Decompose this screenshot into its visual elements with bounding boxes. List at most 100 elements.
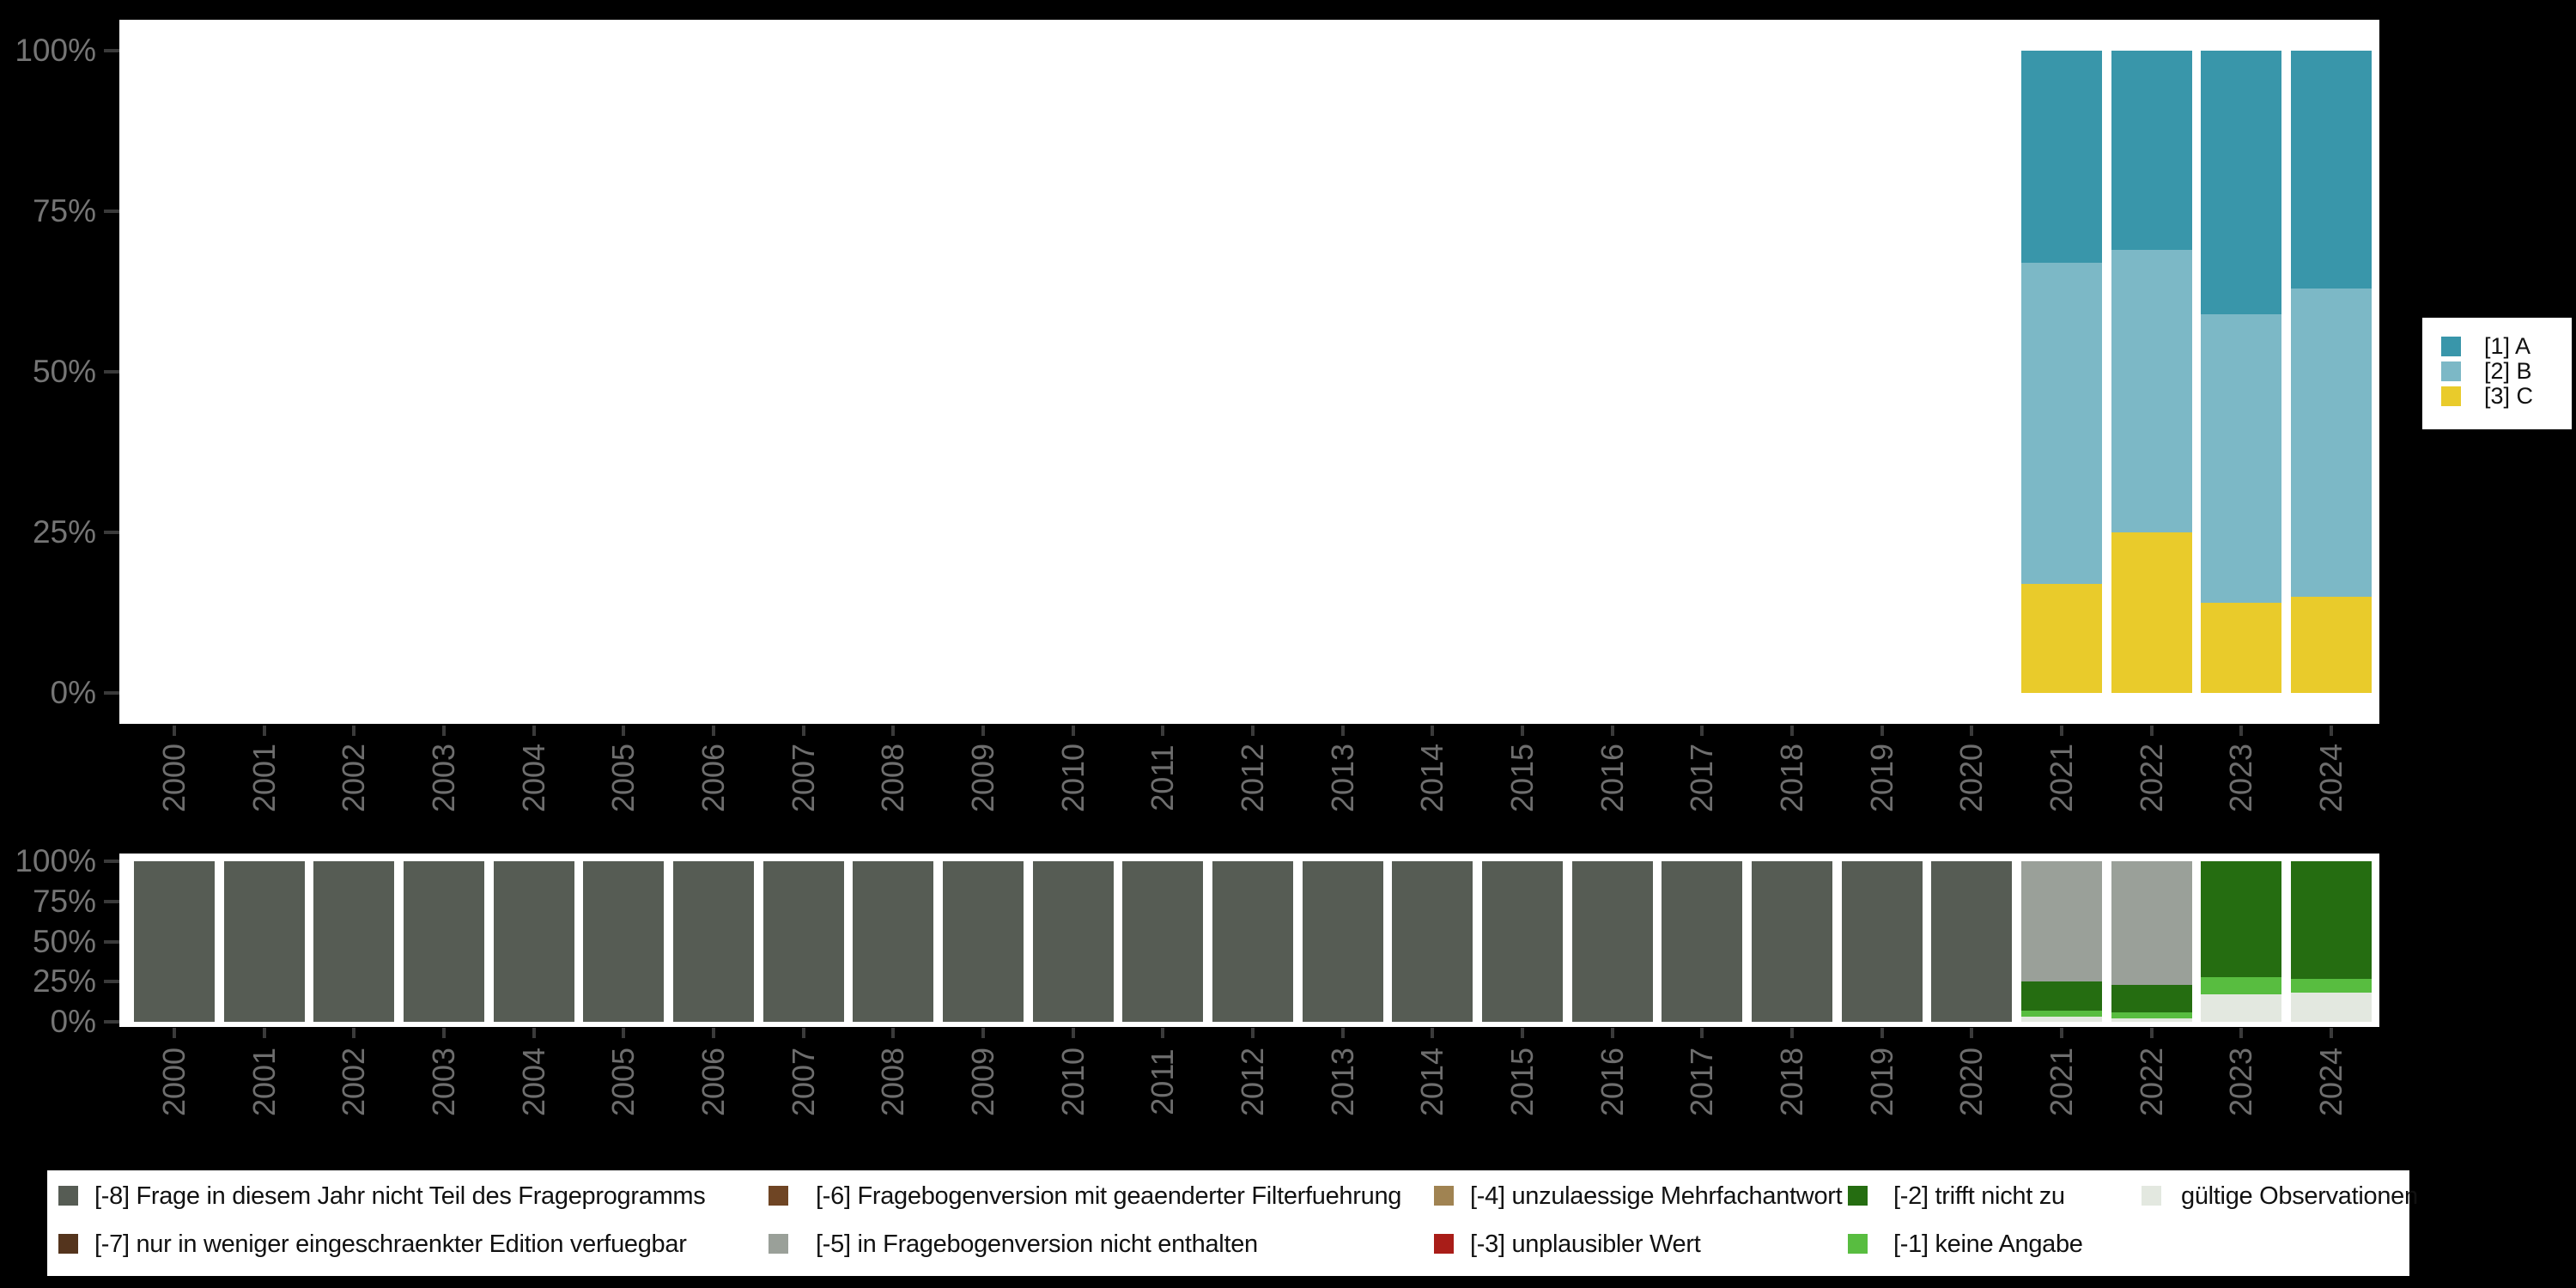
missing-chart-x-tick <box>2239 1028 2244 1038</box>
main-chart-year-label: 2003 <box>426 743 461 813</box>
missing-chart-bar-segment-2023--1 <box>2201 976 2282 995</box>
missing-chart-y-tick-label: 0% <box>50 1004 96 1039</box>
missing-chart-year-label: 2014 <box>1414 1047 1450 1117</box>
main-chart-bar-segment-2023-A <box>2201 51 2282 314</box>
missing-chart-x-tick <box>532 1028 536 1038</box>
missing-chart-year-label: 2008 <box>875 1047 911 1117</box>
main-chart-x-tick <box>1071 726 1075 736</box>
missing-chart-x-tick <box>352 1028 356 1038</box>
missing-legend-label--1: [-1] keine Angabe <box>1893 1230 2083 1258</box>
missing-chart-bar-segment-2019--8 <box>1841 861 1923 1022</box>
main-chart-year-label: 2014 <box>1414 743 1450 813</box>
main-chart-year-label: 2019 <box>1863 743 1899 813</box>
missing-legend-label--6: [-6] Fragebogenversion mit geaenderter F… <box>816 1182 1402 1210</box>
missing-chart-bar-segment-2020--8 <box>1931 861 2013 1022</box>
missing-chart-x-tick <box>891 1028 896 1038</box>
missing-chart-y-tick <box>104 899 119 903</box>
missing-chart-y-tick <box>104 860 119 863</box>
legend-swatch-2-b-icon <box>2441 361 2461 381</box>
missing-legend-label--7: [-7] nur in weniger eingeschraenkter Edi… <box>94 1230 687 1258</box>
missing-chart-y-tick <box>104 980 119 984</box>
main-chart-y-tick <box>104 370 119 374</box>
missing-chart-bar-segment-2006--8 <box>673 861 755 1022</box>
missing-chart-x-tick <box>1251 1028 1255 1038</box>
main-chart-x-tick <box>1340 726 1345 736</box>
missing-chart-bar-segment-2023-valid <box>2201 994 2282 1022</box>
missing-chart-year-label: 2020 <box>1953 1047 1990 1117</box>
missing-chart-bar-segment-2015--8 <box>1482 861 1564 1022</box>
missing-chart-year-label: 2011 <box>1145 1048 1181 1115</box>
missing-chart-bar-segment-2024-valid <box>2291 993 2372 1022</box>
missing-chart-x-tick <box>1071 1028 1075 1038</box>
main-chart-plot-area <box>119 20 2379 724</box>
missing-chart-year-label: 2003 <box>426 1047 461 1117</box>
missing-legend-label--2: [-2] trifft nicht zu <box>1893 1182 2065 1210</box>
missing-legend-label--8: [-8] Frage in diesem Jahr nicht Teil des… <box>94 1182 706 1210</box>
main-chart-year-label: 2005 <box>605 743 641 813</box>
main-chart-x-tick <box>622 726 626 736</box>
missing-chart-y-tick-label: 75% <box>32 883 96 919</box>
missing-chart-year-label: 2015 <box>1504 1047 1540 1117</box>
missing-chart-bar-segment-2009--8 <box>943 861 1024 1022</box>
main-chart-bar-segment-2024-A <box>2291 51 2372 289</box>
missing-chart-bar-segment-2022-valid <box>2111 1018 2192 1022</box>
main-chart-y-tick-label: 100% <box>15 33 96 68</box>
main-chart-x-tick <box>1700 726 1704 736</box>
main-chart-x-tick <box>2239 726 2244 736</box>
missing-chart-x-tick <box>981 1028 986 1038</box>
main-chart-y-tick-label: 25% <box>32 514 96 550</box>
missing-legend-swatch--7-icon <box>58 1234 78 1254</box>
legend-swatch-1-a-icon <box>2441 337 2461 356</box>
missing-legend-swatch--2-icon <box>1848 1186 1868 1206</box>
missing-chart-year-label: 2013 <box>1324 1047 1360 1117</box>
main-chart-bar-segment-2021-B <box>2021 262 2103 584</box>
missing-chart-year-label: 2005 <box>605 1047 641 1117</box>
main-chart-year-label: 2012 <box>1235 743 1271 813</box>
main-chart-year-label: 2007 <box>785 743 821 813</box>
main-chart-bar-segment-2021-A <box>2021 51 2103 263</box>
missing-chart-bar-segment-2018--8 <box>1752 861 1833 1022</box>
missing-chart-bar-segment-2024--1 <box>2291 978 2372 993</box>
missing-chart-year-label: 2012 <box>1235 1047 1271 1117</box>
missing-chart-x-tick <box>2060 1028 2064 1038</box>
missing-chart-y-tick <box>104 939 119 944</box>
missing-chart-x-tick <box>442 1028 446 1038</box>
main-chart-bar-segment-2022-C <box>2111 532 2192 693</box>
main-chart-x-tick <box>532 726 536 736</box>
main-chart-x-tick <box>1970 726 1974 736</box>
missing-chart-x-tick <box>2149 1028 2154 1038</box>
main-chart-y-tick <box>104 210 119 213</box>
missing-chart-x-tick <box>1161 1028 1165 1038</box>
main-chart-year-label: 2013 <box>1324 743 1360 813</box>
main-chart-y-tick-label: 0% <box>50 675 96 710</box>
missing-chart-x-tick <box>1431 1028 1435 1038</box>
missing-chart-y-tick-label: 50% <box>32 923 96 959</box>
main-chart-x-tick <box>1251 726 1255 736</box>
main-chart-year-label: 2004 <box>515 743 551 813</box>
main-chart-y-tick <box>104 531 119 534</box>
legend-label-3-c: [3] C <box>2484 383 2534 409</box>
missing-chart-bar-segment-2022--1 <box>2111 1012 2192 1019</box>
missing-legend-label--3: [-3] unplausibler Wert <box>1470 1230 1701 1258</box>
missing-chart-x-tick <box>1790 1028 1795 1038</box>
missing-chart-bar-segment-2005--8 <box>583 861 665 1022</box>
missing-chart-x-tick <box>622 1028 626 1038</box>
main-chart-x-tick <box>981 726 986 736</box>
main-chart-year-label: 2021 <box>2044 743 2080 813</box>
missing-chart-bar-segment-2021--5 <box>2021 861 2103 982</box>
missing-chart-x-tick <box>1340 1028 1345 1038</box>
main-chart-bar-segment-2022-B <box>2111 249 2192 532</box>
main-chart-year-label: 2024 <box>2313 743 2349 813</box>
missing-legend-label--5: [-5] in Fragebogenversion nicht enthalte… <box>816 1230 1258 1258</box>
main-chart-year-label: 2001 <box>246 743 282 813</box>
main-chart-x-tick <box>2060 726 2064 736</box>
missing-chart-bar-segment-2017--8 <box>1662 861 1743 1022</box>
missing-chart-year-label: 2021 <box>2044 1047 2080 1117</box>
missing-chart-bar-segment-2003--8 <box>404 861 484 1022</box>
missing-legend-swatch--3-icon <box>1434 1234 1454 1254</box>
missing-codes-legend: [-8] Frage in diesem Jahr nicht Teil des… <box>47 1170 2418 1276</box>
main-chart-legend: [1] A [2] B [3] C <box>2422 318 2572 429</box>
missing-legend-swatch-valid-icon <box>2142 1186 2161 1206</box>
main-chart-x-tick <box>1161 726 1165 736</box>
